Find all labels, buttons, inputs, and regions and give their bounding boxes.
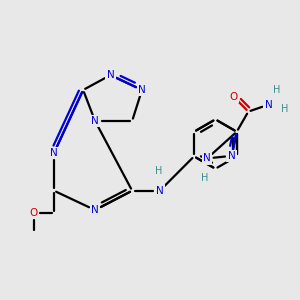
Text: N: N	[203, 153, 211, 164]
Text: H: H	[281, 104, 289, 114]
Text: N: N	[138, 85, 146, 95]
Text: N: N	[156, 186, 164, 196]
Text: H: H	[154, 166, 162, 176]
Text: O: O	[30, 208, 38, 218]
Text: N: N	[91, 116, 99, 126]
Text: N: N	[50, 148, 58, 158]
Text: N: N	[106, 70, 114, 80]
Text: H: H	[201, 173, 208, 183]
Text: N: N	[91, 205, 99, 215]
Text: H: H	[273, 85, 280, 95]
Text: O: O	[230, 92, 238, 102]
Text: N: N	[228, 151, 236, 161]
Text: N: N	[265, 100, 272, 110]
